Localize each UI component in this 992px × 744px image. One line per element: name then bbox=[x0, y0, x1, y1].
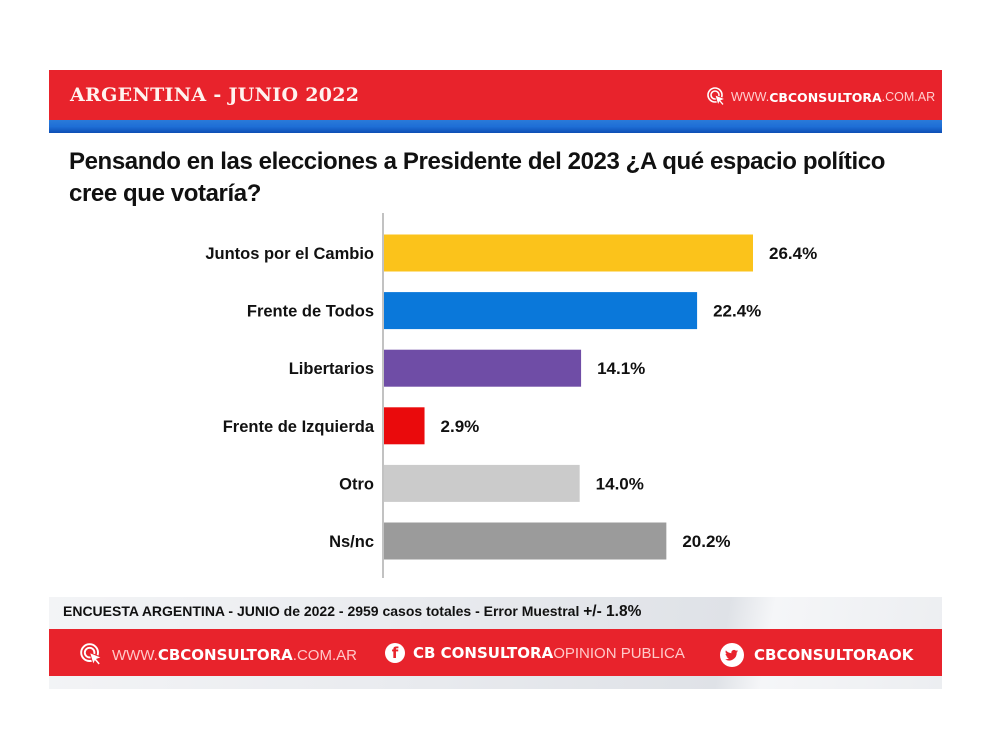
footer-url-prefix: WWW. bbox=[112, 646, 158, 664]
facebook-icon: f bbox=[385, 643, 405, 663]
header-title: ARGENTINA - JUNIO 2022 bbox=[70, 84, 360, 106]
bar-frente-de-izquierda bbox=[384, 407, 425, 445]
value-label: 14.0% bbox=[596, 474, 644, 493]
category-label: Otro bbox=[339, 475, 374, 493]
twitter-icon bbox=[720, 643, 744, 667]
footer-website-link[interactable]: WWW. CBCONSULTORA .COM.AR bbox=[80, 643, 357, 667]
category-label: Juntos por el Cambio bbox=[205, 245, 374, 263]
value-label: 14.1% bbox=[597, 359, 645, 378]
survey-footnote: ENCUESTA ARGENTINA - JUNIO de 2022 - 295… bbox=[63, 603, 641, 621]
category-label: Frente de Izquierda bbox=[223, 418, 375, 436]
url-suffix: .COM.AR bbox=[881, 90, 936, 104]
bar-libertarios bbox=[384, 349, 582, 387]
cursor-click-icon bbox=[707, 87, 727, 107]
facebook-brand: CB CONSULTORA bbox=[413, 644, 554, 662]
footer-twitter-link[interactable]: CBCONSULTORAOK bbox=[720, 643, 913, 667]
bar-frente-de-todos bbox=[384, 292, 698, 330]
value-label: 26.4% bbox=[769, 244, 817, 263]
footnote-main: ENCUESTA ARGENTINA - JUNIO de 2022 - 295… bbox=[63, 603, 584, 619]
value-label: 20.2% bbox=[682, 532, 730, 551]
bar-juntos-por-el-cambio bbox=[384, 234, 753, 272]
footer-social-bar bbox=[49, 629, 942, 676]
survey-question: Pensando en las elecciones a Presidente … bbox=[69, 148, 885, 207]
footer-url-brand: CBCONSULTORA bbox=[157, 646, 293, 664]
category-label: Libertarios bbox=[289, 360, 374, 378]
cursor-click-icon bbox=[80, 643, 103, 666]
url-brand: CBCONSULTORA bbox=[769, 89, 882, 105]
footer-url-suffix: .COM.AR bbox=[292, 646, 357, 664]
header-banner bbox=[49, 70, 942, 120]
header-website-link[interactable]: WWW. CBCONSULTORA .COM.AR bbox=[707, 87, 935, 107]
bar-otro bbox=[384, 464, 580, 502]
value-label: 22.4% bbox=[713, 302, 761, 321]
footnote-error: +/- 1.8% bbox=[583, 603, 642, 620]
value-label: 2.9% bbox=[441, 417, 480, 436]
category-label: Ns/nc bbox=[329, 533, 374, 551]
header-blue-stripe bbox=[49, 120, 942, 133]
facebook-suffix: OPINION PUBLICA bbox=[553, 644, 685, 662]
twitter-handle: CBCONSULTORAOK bbox=[754, 646, 914, 664]
footer-facebook-link[interactable]: f CB CONSULTORA OPINION PUBLICA bbox=[385, 643, 685, 663]
bar-ns-nc bbox=[384, 522, 667, 560]
category-label: Frente de Todos bbox=[247, 303, 374, 321]
url-prefix: WWW. bbox=[731, 90, 770, 104]
